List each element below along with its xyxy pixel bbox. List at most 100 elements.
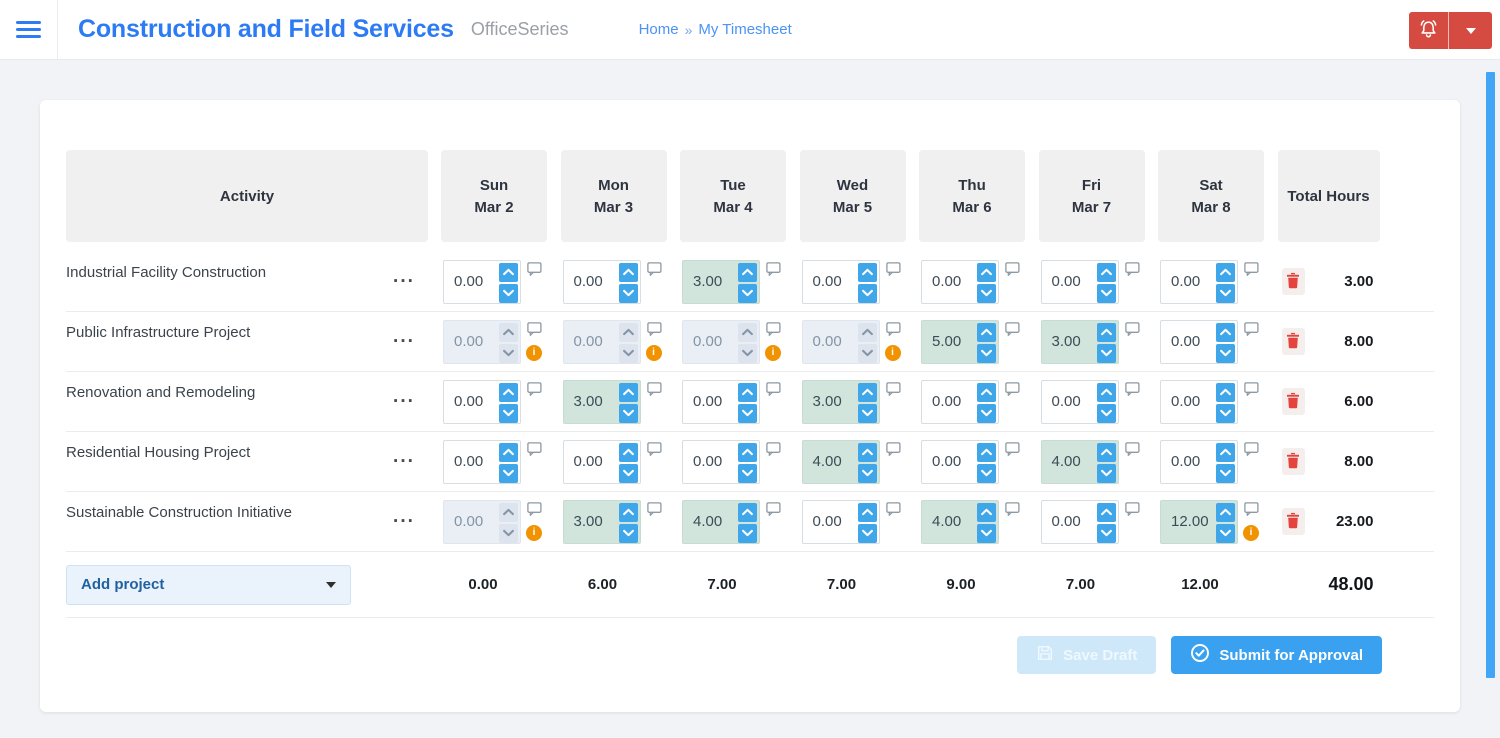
comment-icon[interactable] bbox=[1244, 441, 1259, 461]
decrement-button[interactable] bbox=[738, 283, 757, 303]
decrement-button[interactable] bbox=[1096, 523, 1116, 543]
increment-button[interactable] bbox=[499, 382, 518, 402]
increment-button[interactable] bbox=[977, 502, 996, 522]
decrement-button[interactable] bbox=[1096, 403, 1116, 423]
hour-input[interactable]: 12.00 bbox=[1160, 499, 1238, 544]
warning-info-icon[interactable]: i bbox=[884, 344, 901, 361]
delete-row-button[interactable] bbox=[1281, 388, 1305, 415]
increment-button[interactable] bbox=[1096, 502, 1116, 522]
decrement-button[interactable] bbox=[738, 523, 757, 543]
comment-icon[interactable] bbox=[1244, 501, 1259, 521]
increment-button[interactable] bbox=[618, 442, 638, 462]
comment-icon[interactable] bbox=[1005, 501, 1020, 521]
comment-icon[interactable] bbox=[527, 261, 542, 281]
hour-input[interactable]: 0.00 bbox=[443, 379, 521, 424]
comment-icon[interactable] bbox=[646, 261, 662, 281]
warning-info-icon[interactable]: i bbox=[1243, 524, 1259, 541]
row-menu-icon[interactable]: ··· bbox=[393, 390, 415, 412]
hour-input[interactable]: 0.00 bbox=[443, 259, 521, 304]
hour-input[interactable]: 0.00 bbox=[562, 439, 641, 484]
increment-button[interactable] bbox=[1096, 262, 1116, 282]
increment-button[interactable] bbox=[857, 262, 877, 282]
hour-input[interactable]: 0.00 bbox=[1040, 379, 1119, 424]
increment-button[interactable] bbox=[857, 322, 877, 342]
comment-icon[interactable] bbox=[1124, 501, 1140, 521]
hour-input[interactable]: 0.00 bbox=[1040, 499, 1119, 544]
increment-button[interactable] bbox=[977, 382, 996, 402]
increment-button[interactable] bbox=[1216, 502, 1235, 522]
decrement-button[interactable] bbox=[1216, 283, 1235, 303]
hour-input[interactable]: 0.00 bbox=[801, 499, 880, 544]
row-menu-icon[interactable]: ··· bbox=[393, 330, 415, 352]
decrement-button[interactable] bbox=[738, 403, 757, 423]
save-draft-button[interactable]: Save Draft bbox=[1017, 636, 1157, 674]
hour-input[interactable]: 0.00 bbox=[562, 259, 641, 304]
comment-icon[interactable] bbox=[766, 381, 781, 401]
decrement-button[interactable] bbox=[857, 403, 877, 423]
delete-row-button[interactable] bbox=[1281, 448, 1305, 475]
comment-icon[interactable] bbox=[1124, 321, 1140, 341]
hour-input[interactable]: 4.00 bbox=[682, 499, 760, 544]
increment-button[interactable] bbox=[738, 262, 757, 282]
hour-input[interactable]: 0.00 bbox=[1040, 259, 1119, 304]
warning-info-icon[interactable]: i bbox=[765, 344, 781, 361]
comment-icon[interactable] bbox=[885, 381, 901, 401]
decrement-button[interactable] bbox=[977, 403, 996, 423]
increment-button[interactable] bbox=[499, 322, 518, 342]
increment-button[interactable] bbox=[1216, 382, 1235, 402]
comment-icon[interactable] bbox=[766, 501, 781, 521]
decrement-button[interactable] bbox=[977, 463, 996, 483]
increment-button[interactable] bbox=[499, 502, 518, 522]
increment-button[interactable] bbox=[499, 262, 518, 282]
decrement-button[interactable] bbox=[618, 283, 638, 303]
increment-button[interactable] bbox=[618, 382, 638, 402]
hour-input[interactable]: 4.00 bbox=[801, 439, 880, 484]
decrement-button[interactable] bbox=[499, 523, 518, 543]
increment-button[interactable] bbox=[857, 442, 877, 462]
increment-button[interactable] bbox=[618, 322, 638, 342]
comment-icon[interactable] bbox=[527, 441, 542, 461]
user-menu-button[interactable] bbox=[1449, 12, 1492, 49]
decrement-button[interactable] bbox=[618, 523, 638, 543]
hour-input[interactable]: 3.00 bbox=[1040, 319, 1119, 364]
comment-icon[interactable] bbox=[527, 381, 542, 401]
decrement-button[interactable] bbox=[1216, 343, 1235, 363]
decrement-button[interactable] bbox=[857, 523, 877, 543]
decrement-button[interactable] bbox=[1096, 283, 1116, 303]
decrement-button[interactable] bbox=[618, 343, 638, 363]
decrement-button[interactable] bbox=[1096, 463, 1116, 483]
decrement-button[interactable] bbox=[618, 463, 638, 483]
increment-button[interactable] bbox=[1096, 382, 1116, 402]
comment-icon[interactable] bbox=[1005, 441, 1020, 461]
row-menu-icon[interactable]: ··· bbox=[393, 450, 415, 472]
decrement-button[interactable] bbox=[977, 283, 996, 303]
comment-icon[interactable] bbox=[766, 321, 781, 341]
increment-button[interactable] bbox=[738, 502, 757, 522]
decrement-button[interactable] bbox=[499, 463, 518, 483]
hour-input[interactable]: 0.00 bbox=[682, 439, 760, 484]
decrement-button[interactable] bbox=[1216, 403, 1235, 423]
decrement-button[interactable] bbox=[738, 343, 757, 363]
increment-button[interactable] bbox=[1216, 262, 1235, 282]
add-project-select[interactable]: Add project bbox=[66, 564, 351, 605]
hour-input[interactable]: 5.00 bbox=[921, 319, 999, 364]
increment-button[interactable] bbox=[618, 502, 638, 522]
comment-icon[interactable] bbox=[885, 501, 901, 521]
increment-button[interactable] bbox=[977, 262, 996, 282]
decrement-button[interactable] bbox=[857, 343, 877, 363]
vertical-scrollbar-thumb[interactable] bbox=[1486, 72, 1495, 678]
increment-button[interactable] bbox=[738, 442, 757, 462]
increment-button[interactable] bbox=[499, 442, 518, 462]
decrement-button[interactable] bbox=[977, 523, 996, 543]
hour-input[interactable]: 0.00 bbox=[801, 319, 880, 364]
hamburger-menu-button[interactable] bbox=[0, 0, 58, 60]
increment-button[interactable] bbox=[1096, 442, 1116, 462]
comment-icon[interactable] bbox=[1005, 381, 1020, 401]
row-menu-icon[interactable]: ··· bbox=[393, 510, 415, 532]
hour-input[interactable]: 4.00 bbox=[1040, 439, 1119, 484]
decrement-button[interactable] bbox=[738, 463, 757, 483]
comment-icon[interactable] bbox=[1124, 441, 1140, 461]
hour-input[interactable]: 0.00 bbox=[1160, 379, 1238, 424]
warning-info-icon[interactable]: i bbox=[645, 344, 662, 361]
decrement-button[interactable] bbox=[857, 463, 877, 483]
